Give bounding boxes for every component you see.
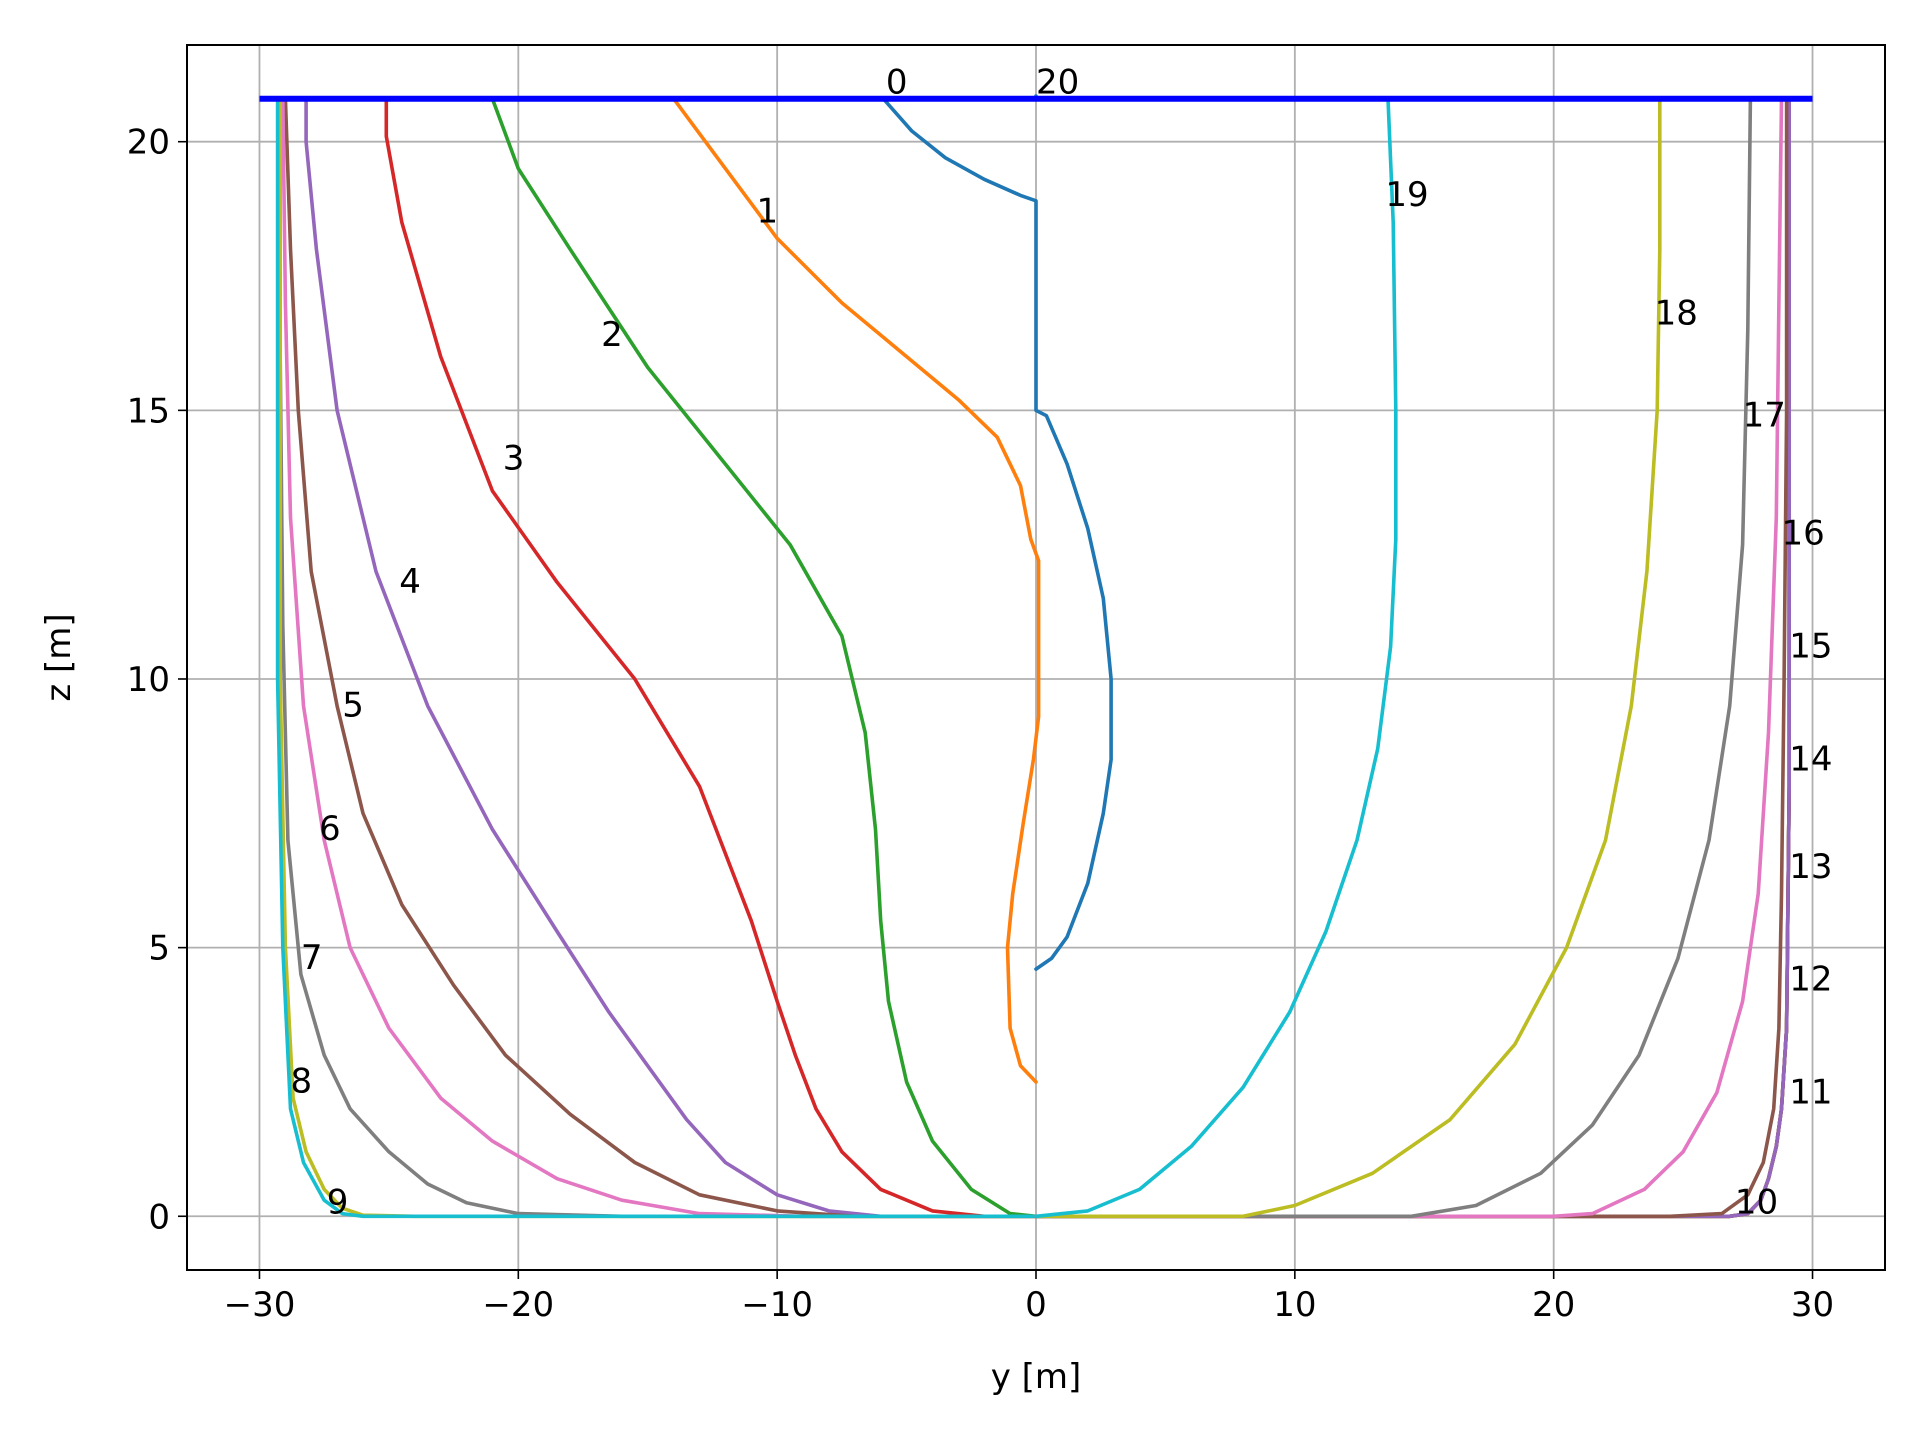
curve-label-18: 18 (1655, 293, 1698, 333)
x-tick-label: −20 (482, 1285, 554, 1325)
curve-label-5: 5 (342, 686, 364, 726)
curve-line-1 (671, 96, 1041, 1084)
curve-label-8: 8 (291, 1062, 313, 1102)
curve-line-4 (304, 96, 1038, 1219)
curve-label-15: 15 (1789, 627, 1832, 667)
x-tick-label: 0 (1025, 1285, 1047, 1325)
curve-label-6: 6 (319, 809, 341, 849)
curve-label-20: 20 (1036, 62, 1079, 102)
curve-label-3: 3 (503, 438, 525, 478)
curve-line-17 (1034, 96, 1753, 1219)
x-tick-label: 10 (1273, 1285, 1316, 1325)
curve-label-7: 7 (301, 938, 323, 978)
curve-line-3 (384, 96, 1038, 1219)
curve-label-11: 11 (1789, 1072, 1832, 1112)
x-axis-ticks: −30 −20 −10 0 10 20 30 (224, 1270, 1834, 1325)
curve-label-19: 19 (1385, 175, 1428, 215)
x-axis-title: y [m] (991, 1357, 1082, 1397)
curve-label-17: 17 (1743, 395, 1786, 435)
y-axis-ticks: 0 5 10 15 20 (127, 123, 187, 1237)
curve-label-10: 10 (1735, 1183, 1778, 1223)
curve-line-19 (1034, 96, 1398, 1219)
curve-label-16: 16 (1781, 514, 1824, 554)
curve-line-5 (283, 96, 1038, 1219)
curve-label-1: 1 (756, 191, 778, 231)
x-tick-label: 30 (1791, 1285, 1834, 1325)
plot-curves (275, 94, 1791, 1219)
curve-label-0: 0 (886, 62, 908, 102)
x-tick-label: −30 (224, 1285, 296, 1325)
curve-label-13: 13 (1789, 847, 1832, 887)
curve-line-9 (275, 96, 1038, 1219)
curve-label-4: 4 (399, 562, 421, 602)
curve-line-18 (1034, 96, 1662, 1219)
curve-label-12: 12 (1789, 960, 1832, 1000)
curve-label-14: 14 (1789, 739, 1832, 779)
y-tick-label: 0 (148, 1197, 170, 1237)
y-axis-title: z [m] (39, 613, 79, 701)
curve-label-9: 9 (327, 1183, 349, 1223)
y-tick-label: 10 (127, 660, 170, 700)
curve-label-2: 2 (601, 315, 623, 355)
curve-line-0 (881, 96, 1113, 971)
curve-line-16 (1034, 96, 1784, 1219)
y-tick-label: 5 (148, 929, 170, 969)
x-tick-label: −10 (741, 1285, 813, 1325)
curve-line-2 (490, 96, 1038, 1219)
y-tick-label: 20 (127, 123, 170, 163)
x-tick-label: 20 (1532, 1285, 1575, 1325)
y-tick-label: 15 (127, 391, 170, 431)
